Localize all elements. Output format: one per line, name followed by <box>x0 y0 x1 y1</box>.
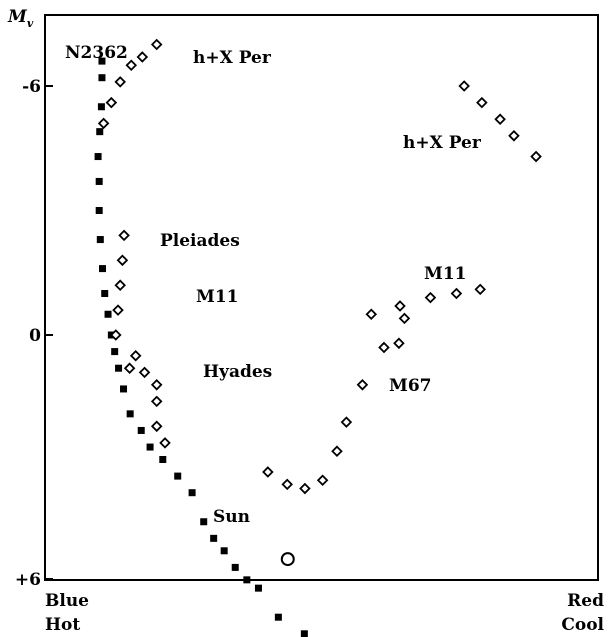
cluster-point-h-x-per <box>530 150 542 163</box>
cluster-point-hyades <box>150 379 163 391</box>
plot-frame <box>44 14 599 581</box>
cluster-point-m67 <box>316 474 329 487</box>
data-marks <box>94 38 542 637</box>
main-sequence-point <box>94 153 102 161</box>
label-hxper-left: h+X Per <box>193 48 272 68</box>
main-sequence-point <box>254 584 262 592</box>
cluster-point-m67 <box>378 341 390 354</box>
x-left-label-line1: Blue <box>45 591 89 611</box>
x-left-label-line2: Hot <box>45 615 80 635</box>
y-axis-label-sub: v <box>27 17 34 30</box>
y-tick-label: +6 <box>15 570 41 590</box>
label-m11-right: M11 <box>424 264 466 284</box>
cluster-point-h-x-per <box>136 51 149 63</box>
main-sequence-point <box>98 74 106 82</box>
main-sequence-point <box>111 348 119 356</box>
label-sun: Sun <box>213 507 250 527</box>
main-sequence-point <box>96 236 104 244</box>
cluster-point-m67 <box>398 312 411 325</box>
cluster-point-h-x-per <box>114 76 126 88</box>
label-hyades: Hyades <box>203 362 272 382</box>
cluster-point-h-x-per <box>458 80 470 92</box>
cluster-point-h-x-per <box>105 96 118 109</box>
y-axis-label: Mv <box>7 7 34 30</box>
main-sequence-point <box>126 410 134 418</box>
cluster-point-h-x-per <box>508 130 520 142</box>
y-tick-label: 0 <box>29 326 41 346</box>
main-sequence-point <box>188 489 196 497</box>
main-sequence-point <box>97 103 105 111</box>
cluster-point-h-x-per <box>97 117 110 130</box>
main-sequence-point <box>99 265 107 273</box>
label-m67: M67 <box>389 376 431 396</box>
cluster-point-m67 <box>393 337 405 350</box>
main-sequence-point <box>231 563 239 571</box>
cluster-point-m11 <box>129 349 142 362</box>
main-sequence-point <box>159 456 167 463</box>
cluster-point-h-x-per <box>476 96 488 109</box>
cluster-point-pleiades <box>112 304 124 316</box>
main-sequence-point <box>220 547 228 555</box>
cluster-point-m67 <box>340 416 353 428</box>
main-sequence-point <box>115 364 123 372</box>
cluster-point-m11 <box>138 366 151 379</box>
main-sequence-point <box>101 290 109 297</box>
cluster-point-hyades <box>150 420 163 433</box>
label-m11-left: M11 <box>196 287 238 307</box>
cluster-point-pleiades <box>116 254 129 267</box>
cluster-point-h-x-per <box>125 59 138 72</box>
main-sequence-point <box>98 57 106 65</box>
cluster-point-m11 <box>394 300 406 312</box>
main-sequence-point <box>120 385 128 393</box>
label-n2362: N2362 <box>65 43 128 63</box>
label-hxper-right: h+X Per <box>403 133 482 153</box>
main-sequence-point <box>95 207 103 214</box>
cluster-point-m67 <box>356 379 369 391</box>
x-right-label-line2: Cool <box>561 615 604 635</box>
y-axis-label-main: M <box>7 7 28 27</box>
cluster-point-m67 <box>262 466 274 478</box>
cluster-point-m11 <box>474 283 486 296</box>
main-sequence-point <box>243 576 251 584</box>
x-right-label-line1: Red <box>567 591 604 611</box>
cluster-point-m67 <box>299 482 311 495</box>
cluster-point-pleiades <box>114 279 126 291</box>
cluster-point-h-x-per <box>494 113 506 125</box>
main-sequence-point <box>104 310 112 318</box>
cluster-point-hyades <box>159 437 171 449</box>
cluster-point-m11 <box>123 362 136 374</box>
cluster-point-m11 <box>424 291 437 304</box>
main-sequence-point <box>300 630 308 637</box>
main-sequence-point <box>174 472 182 480</box>
cluster-point-m67 <box>281 478 293 491</box>
cluster-point-m11 <box>365 308 378 321</box>
sun-point <box>280 552 295 567</box>
label-pleiades: Pleiades <box>160 231 240 251</box>
main-sequence-point <box>210 534 218 542</box>
main-sequence-point <box>200 518 208 526</box>
main-sequence-point <box>146 443 154 451</box>
y-ticks: -6 0 +6 <box>15 77 53 590</box>
cluster-point-hyades <box>150 395 163 408</box>
cluster-point-pleiades <box>110 329 122 341</box>
main-sequence-point <box>137 426 145 434</box>
cluster-point-m67 <box>331 445 343 457</box>
cluster-point-h-x-per <box>150 38 163 51</box>
cluster-point-pleiades <box>118 229 130 242</box>
main-sequence-point <box>274 613 282 621</box>
main-sequence-point <box>96 128 104 136</box>
main-sequence-point <box>95 177 103 185</box>
cluster-point-m11 <box>450 287 463 300</box>
y-tick-label: -6 <box>22 77 41 97</box>
